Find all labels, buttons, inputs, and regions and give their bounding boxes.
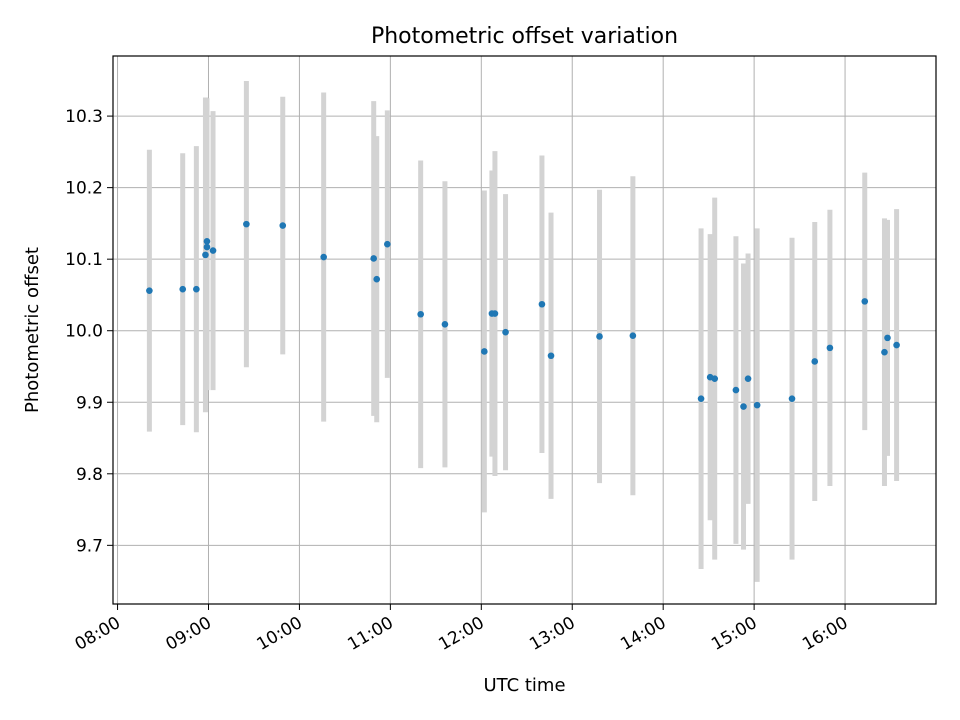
y-tick-label: 10.0 — [65, 322, 103, 342]
data-point — [884, 334, 891, 342]
data-point — [193, 285, 200, 293]
x-axis-label: UTC time — [483, 675, 565, 696]
y-tick-label: 9.7 — [76, 536, 103, 556]
data-point — [384, 240, 391, 248]
data-point — [893, 341, 900, 349]
data-point — [203, 243, 211, 251]
data-point — [753, 401, 761, 409]
data-point — [441, 320, 449, 328]
data-point — [417, 310, 424, 318]
y-tick-label: 9.9 — [76, 393, 103, 413]
y-tick-label: 10.1 — [65, 250, 103, 270]
y-axis: 9.7 9.8 9.9 10.0 10.1 10.2 10.3 — [65, 107, 113, 556]
data-point — [744, 375, 752, 382]
y-tick-label: 10.2 — [65, 179, 103, 199]
data-point — [538, 300, 546, 308]
y-tick-label: 10.3 — [65, 107, 103, 127]
data-point — [826, 344, 834, 352]
data-points — [146, 220, 900, 410]
data-point — [629, 332, 637, 340]
plot-frame — [112, 55, 937, 605]
data-point — [203, 237, 211, 245]
data-point — [881, 348, 888, 356]
data-point — [373, 275, 381, 283]
data-point — [861, 298, 869, 305]
data-point — [279, 222, 287, 229]
data-point — [547, 352, 555, 360]
data-point — [481, 348, 488, 355]
y-axis-label: Photometric offset — [22, 247, 43, 413]
y-tick-label: 9.8 — [76, 465, 103, 485]
data-point — [209, 247, 217, 254]
data-point — [697, 395, 705, 402]
data-point — [596, 333, 603, 340]
data-point — [711, 375, 719, 382]
data-point — [811, 358, 819, 365]
data-point — [370, 255, 377, 262]
grid — [113, 56, 936, 604]
data-point — [320, 253, 327, 261]
data-point — [788, 395, 796, 402]
data-point — [179, 285, 187, 293]
data-point — [202, 251, 209, 259]
data-point — [491, 310, 499, 317]
data-point — [502, 328, 509, 336]
data-point — [732, 386, 740, 394]
data-point — [740, 403, 747, 410]
data-point — [146, 287, 153, 294]
data-point — [243, 220, 250, 228]
chart-title: Photometric offset variation — [371, 24, 678, 49]
